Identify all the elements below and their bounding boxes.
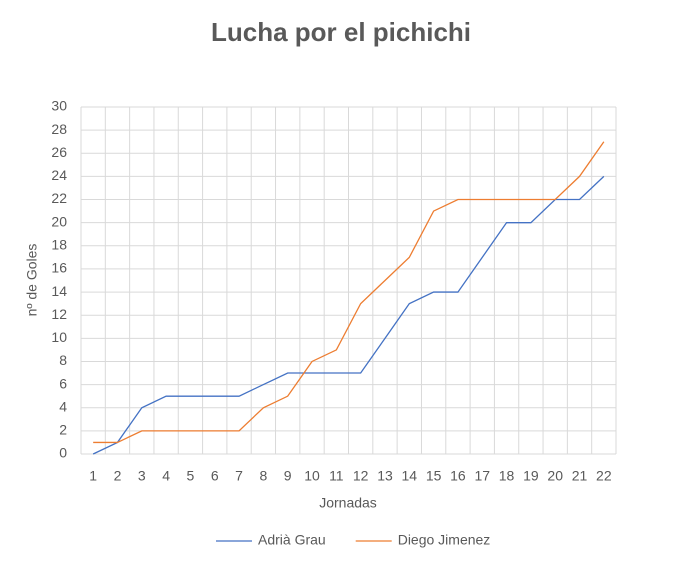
x-tick-label: 16 (450, 468, 466, 484)
x-tick-label: 1 (89, 468, 97, 484)
x-tick-label: 6 (211, 468, 219, 484)
x-tick-label: 9 (284, 468, 292, 484)
x-tick-label: 4 (162, 468, 170, 484)
x-tick-label: 22 (596, 468, 612, 484)
y-tick-label: 28 (51, 121, 67, 137)
y-tick-label: 8 (59, 352, 67, 368)
y-tick-label: 12 (51, 306, 67, 322)
y-tick-label: 4 (59, 398, 67, 414)
y-axis-title: nº de Goles (24, 244, 40, 317)
x-axis-title: Jornadas (319, 495, 377, 511)
y-tick-label: 0 (59, 445, 67, 461)
x-tick-label: 19 (523, 468, 539, 484)
y-tick-label: 2 (59, 422, 67, 438)
x-tick-label: 18 (499, 468, 515, 484)
y-tick-label: 14 (51, 283, 67, 299)
y-tick-label: 10 (51, 329, 67, 345)
y-tick-label: 26 (51, 144, 67, 160)
x-tick-label: 17 (474, 468, 490, 484)
series-line (92, 175, 605, 455)
x-tick-label: 3 (138, 468, 146, 484)
x-tick-label: 12 (353, 468, 369, 484)
x-tick-label: 7 (235, 468, 243, 484)
series-line (93, 141, 605, 444)
legend-label: Adrià Grau (258, 532, 326, 548)
x-tick-label: 14 (402, 468, 418, 484)
y-tick-label: 24 (51, 167, 67, 183)
x-tick-label: 10 (304, 468, 320, 484)
y-tick-label: 16 (51, 260, 67, 276)
chart-title: Lucha por el pichichi (211, 17, 471, 47)
x-tick-label: 20 (547, 468, 563, 484)
y-tick-label: 30 (51, 98, 67, 114)
x-tick-label: 11 (329, 468, 344, 484)
x-tick-label: 8 (259, 468, 267, 484)
y-tick-label: 22 (51, 190, 67, 206)
x-tick-label: 2 (114, 468, 122, 484)
x-tick-label: 15 (426, 468, 442, 484)
y-tick-label: 20 (51, 213, 67, 229)
x-tick-label: 21 (572, 468, 588, 484)
y-tick-label: 6 (59, 375, 67, 391)
legend-label: Diego Jimenez (398, 532, 491, 548)
y-tick-label: 18 (51, 237, 67, 253)
x-tick-label: 5 (187, 468, 195, 484)
x-tick-label: 13 (377, 468, 393, 484)
